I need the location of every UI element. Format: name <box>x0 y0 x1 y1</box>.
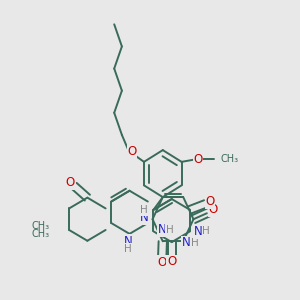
Text: O: O <box>128 145 137 158</box>
Text: N: N <box>140 211 148 224</box>
Text: O: O <box>167 255 176 268</box>
Text: O: O <box>193 153 203 166</box>
Text: O: O <box>66 176 75 189</box>
Text: O: O <box>158 256 167 268</box>
Text: N: N <box>194 225 203 238</box>
Text: O: O <box>209 203 218 216</box>
Text: H: H <box>140 205 148 215</box>
Text: N: N <box>124 235 132 248</box>
Text: H: H <box>166 225 174 235</box>
Text: CH₃: CH₃ <box>32 220 50 230</box>
Text: N: N <box>158 224 166 236</box>
Text: H: H <box>190 238 198 248</box>
Text: H: H <box>202 226 210 236</box>
Text: N: N <box>182 236 190 249</box>
Text: CH₃: CH₃ <box>32 230 50 239</box>
Text: CH₃: CH₃ <box>220 154 238 164</box>
Text: O: O <box>205 195 214 208</box>
Text: H: H <box>124 244 132 254</box>
